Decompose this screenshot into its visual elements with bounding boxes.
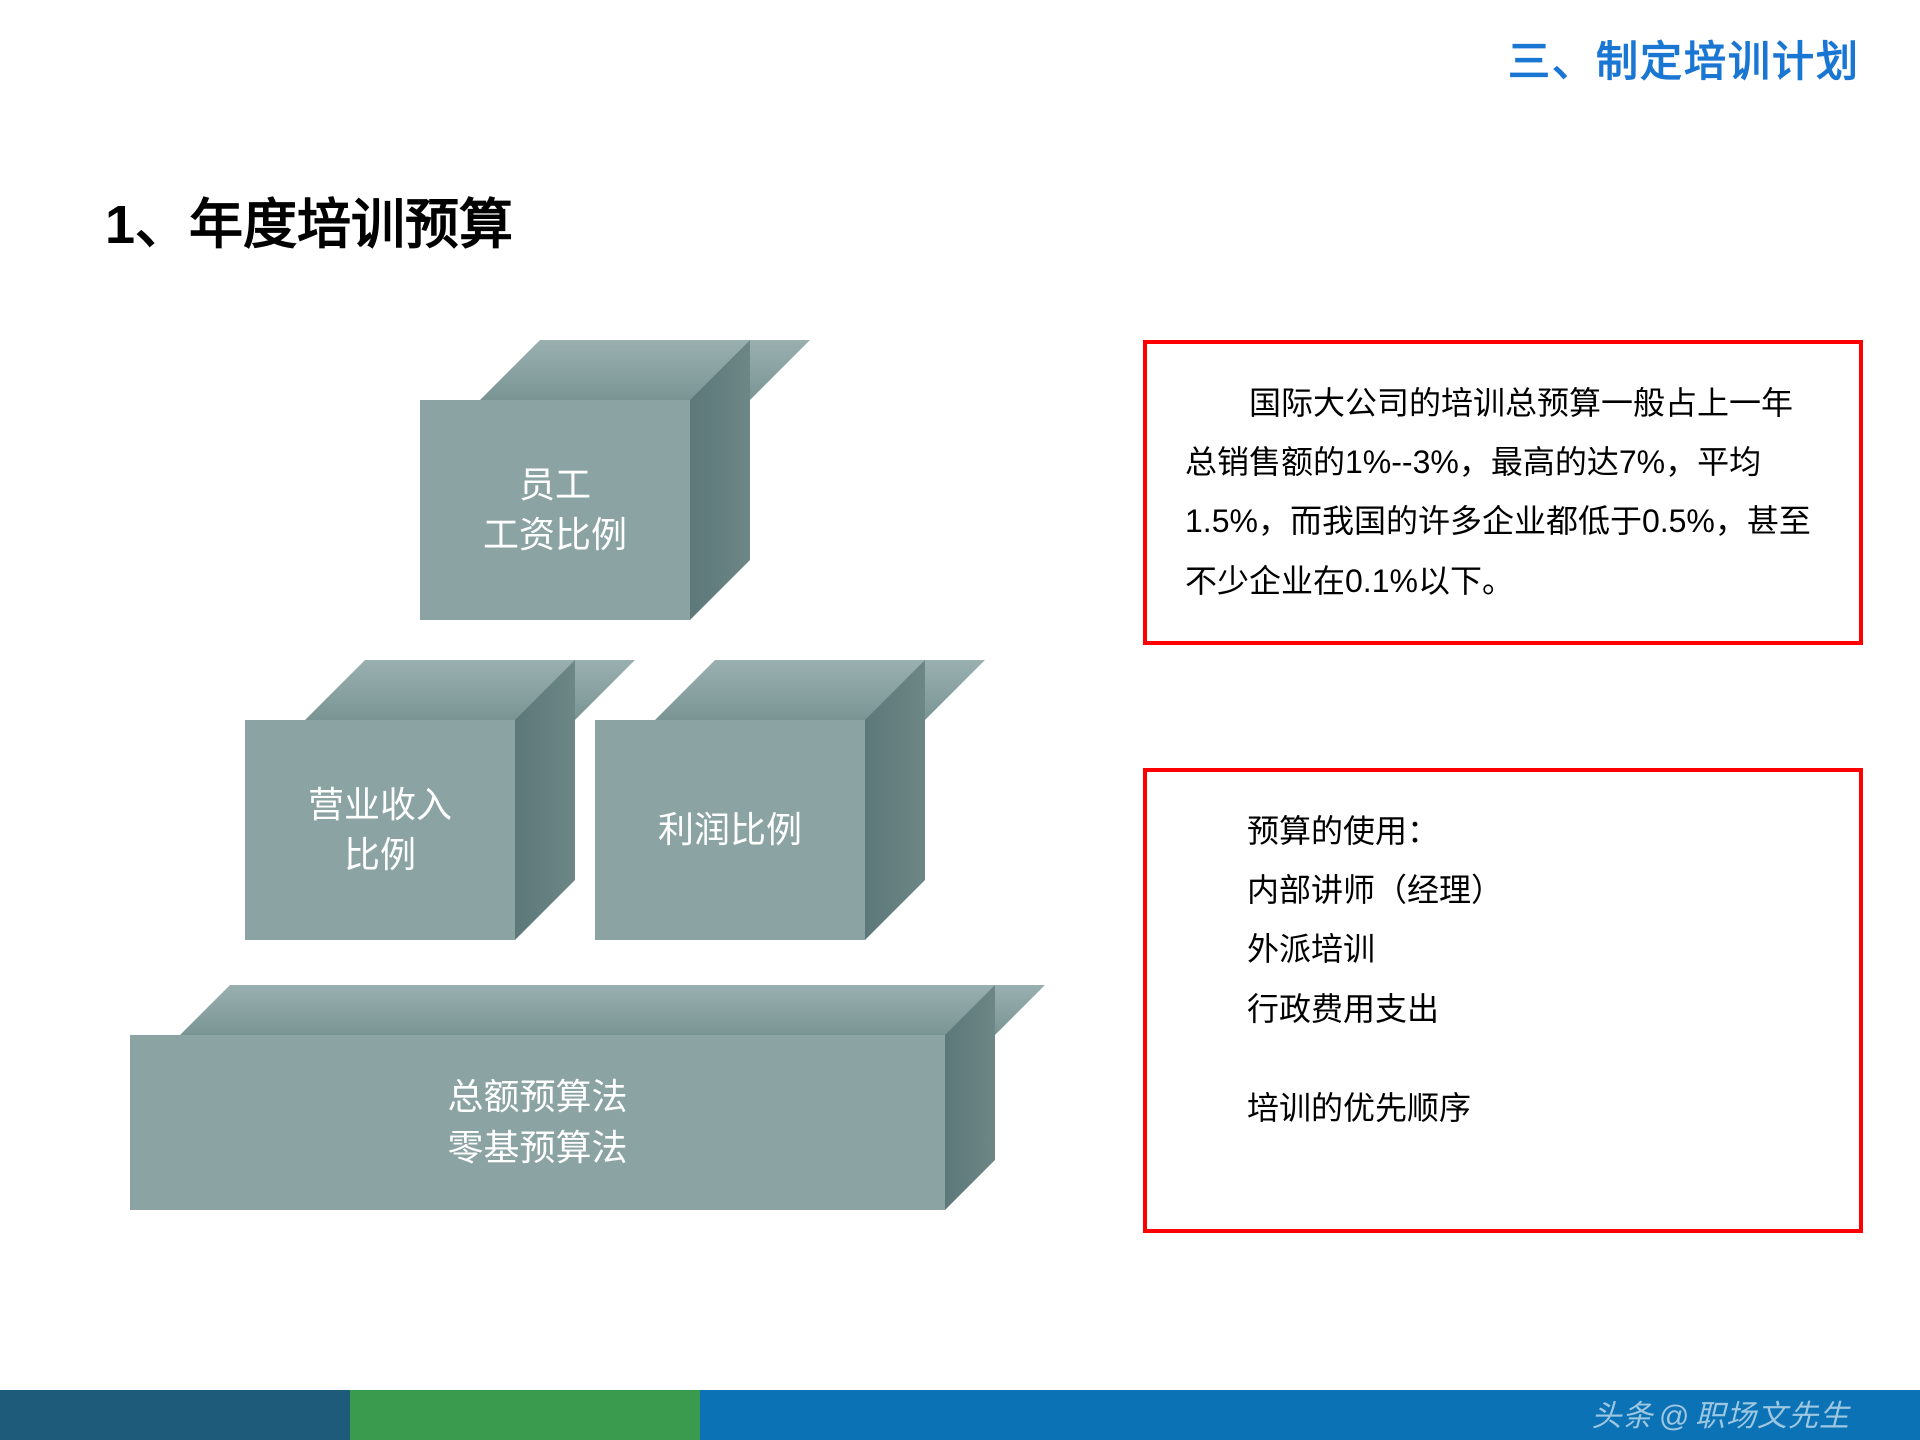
cube-text-line: 营业收入	[308, 780, 452, 830]
bar-segment	[350, 1390, 700, 1440]
cube-text-line: 零基预算法	[447, 1123, 627, 1173]
cube-text-line: 比例	[308, 830, 452, 880]
watermark: 头条@职场文先生	[1592, 1391, 1850, 1435]
section-title: 1、年度培训预算	[105, 180, 513, 259]
info-text: 国际大公司的培训总预算一般占上一年总销售额的1%--3%，最高的达7%，平均1.…	[1185, 374, 1821, 611]
box2-item: 行政费用支出	[1247, 980, 1821, 1039]
cube-text-line: 工资比例	[483, 510, 627, 560]
watermark-prefix: 头条	[1592, 1400, 1654, 1433]
bar-segment	[0, 1390, 350, 1440]
box2-item: 外派培训	[1247, 920, 1821, 979]
bar-segment: 头条@职场文先生	[700, 1390, 1920, 1440]
info-box-budget-usage: 预算的使用： 内部讲师（经理） 外派培训 行政费用支出 培训的优先顺序	[1143, 768, 1863, 1233]
bottom-bar: 头条@职场文先生	[0, 1390, 1920, 1440]
watermark-at: @	[1659, 1400, 1690, 1433]
cube-text-line: 利润比例	[658, 805, 802, 855]
info-box-international: 国际大公司的培训总预算一般占上一年总销售额的1%--3%，最高的达7%，平均1.…	[1143, 340, 1863, 645]
box2-item: 内部讲师（经理）	[1247, 861, 1821, 920]
header-title: 三、制定培训计划	[1508, 28, 1860, 89]
box2-title: 预算的使用：	[1247, 802, 1821, 861]
cube-text-line: 总额预算法	[447, 1072, 627, 1122]
watermark-author: 职场文先生	[1695, 1400, 1850, 1433]
cube-text-line: 员工	[483, 460, 627, 510]
box2-footer: 培训的优先顺序	[1247, 1079, 1821, 1138]
